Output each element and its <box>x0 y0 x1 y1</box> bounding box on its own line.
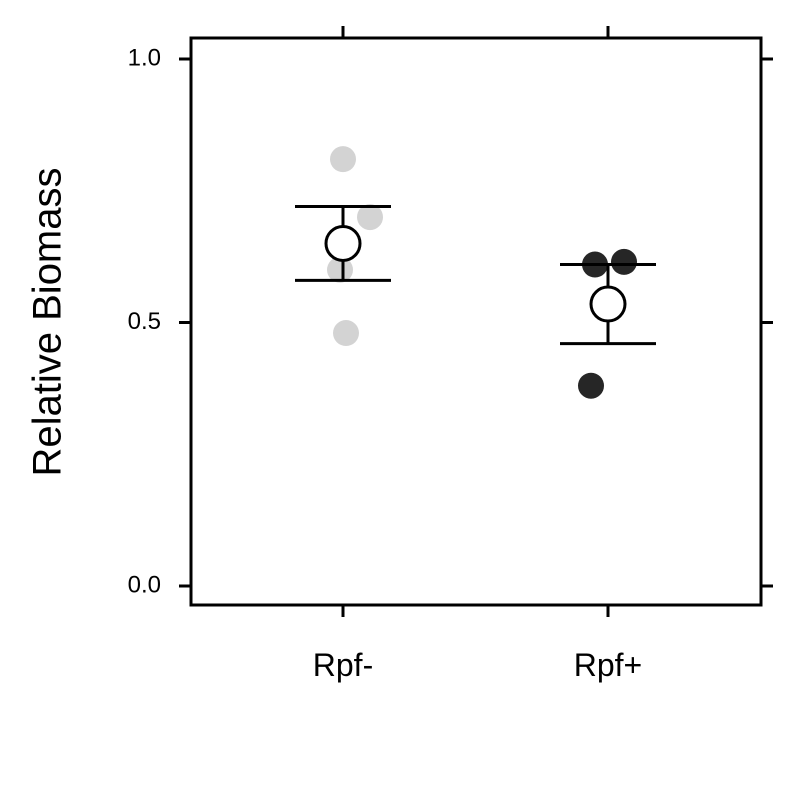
data-points <box>327 146 637 399</box>
y-tick-label: 1.0 <box>128 44 161 71</box>
y-tick-marks <box>179 57 773 588</box>
x-tick-labels: Rpf- Rpf+ <box>313 647 642 683</box>
y-axis-title: Relative Biomass <box>26 167 70 476</box>
data-point <box>333 320 359 347</box>
mean-marker <box>324 224 362 262</box>
x-category-label: Rpf+ <box>574 647 642 683</box>
data-point <box>578 372 604 399</box>
y-tick-label: 0.0 <box>128 571 161 598</box>
y-tick-labels: 0.0 0.5 1.0 <box>128 44 161 598</box>
y-tick-label: 0.5 <box>128 308 161 335</box>
x-tick-marks <box>341 26 610 617</box>
data-point <box>330 146 356 173</box>
mean-marker <box>589 285 627 323</box>
x-category-label: Rpf- <box>313 647 373 683</box>
data-point <box>611 248 637 275</box>
data-point <box>327 256 353 283</box>
mean-and-error-bars <box>295 205 656 346</box>
data-point <box>357 204 383 231</box>
